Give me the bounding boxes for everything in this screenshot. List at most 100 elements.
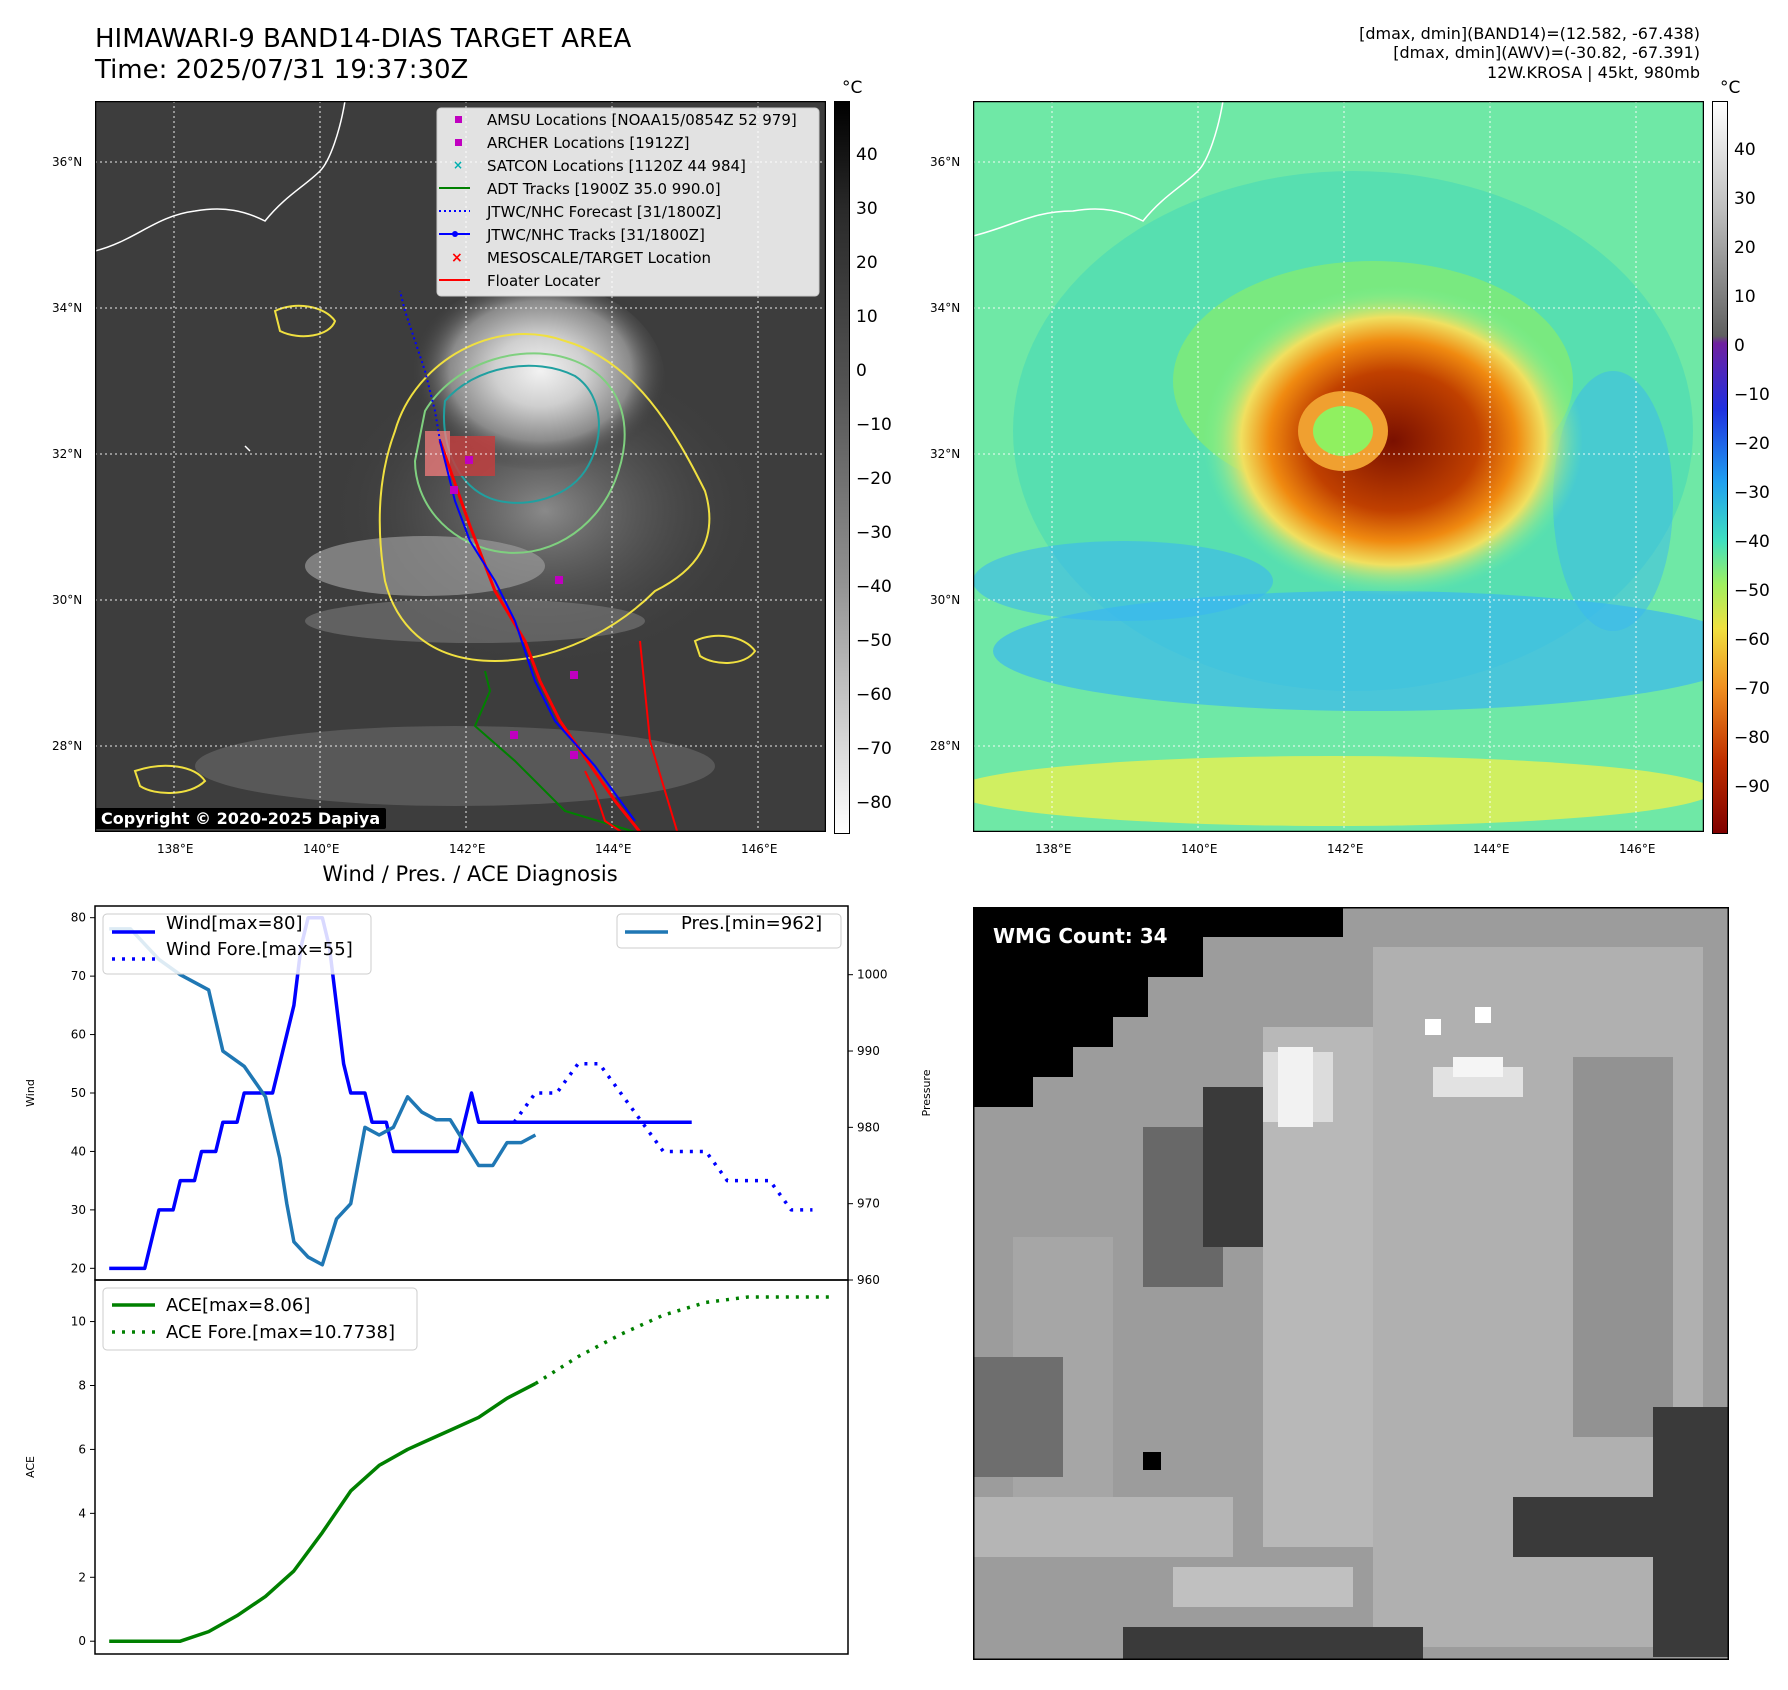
lon-label: 144°E — [1473, 842, 1510, 856]
colorbar-tick-label: −60 — [856, 685, 892, 705]
y-tick-label: 80 — [71, 911, 86, 925]
page-title: HIMAWARI-9 BAND14-DIAS TARGET AREA — [95, 24, 632, 54]
lon-label: 142°E — [449, 842, 486, 856]
y-tick-label: 20 — [71, 1261, 86, 1275]
colorbar-tick-label: −90 — [1734, 777, 1770, 797]
y2-tick-label: 1000 — [857, 968, 888, 982]
colorbar-tick-label: −50 — [1734, 581, 1770, 601]
y-axis-label: Wind — [24, 1079, 37, 1107]
lon-label: 138°E — [157, 842, 194, 856]
lon-label: 144°E — [595, 842, 632, 856]
colorbar-tick-label: 30 — [1734, 189, 1756, 209]
legend-adt: ADT Tracks [1900Z 35.0 990.0] — [487, 180, 721, 198]
lon-label: 138°E — [1035, 842, 1072, 856]
colorbar-tick-label: −20 — [856, 469, 892, 489]
y-tick-label: 70 — [71, 969, 86, 983]
colorbar-tick-label: −60 — [1734, 630, 1770, 650]
page-subtitle-time: Time: 2025/07/31 19:37:30Z — [95, 55, 469, 85]
y-tick-label: 4 — [78, 1506, 86, 1520]
legend-jtwc-tracks: JTWC/NHC Tracks [31/1800Z] — [487, 226, 705, 244]
series-line — [109, 927, 537, 1267]
colorbar-tick-label: 0 — [856, 361, 867, 381]
series-line — [109, 915, 692, 1271]
svg-text:×: × — [453, 158, 463, 172]
series-line — [109, 1382, 537, 1643]
legend-amsu: AMSU Locations [NOAA15/0854Z 52 979] — [487, 111, 797, 129]
colorbar-tick-label: −70 — [856, 739, 892, 759]
colorbar-tick-label: −10 — [1734, 385, 1770, 405]
wmg-image — [973, 907, 1729, 1660]
pres-legend-box — [616, 913, 842, 949]
series-line — [512, 1062, 813, 1212]
colorbar-tick-label: 20 — [1734, 238, 1756, 258]
band14-map: × × — [95, 101, 826, 832]
info-band14: [dmax, dmin](BAND14)=(12.582, -67.438) — [1359, 24, 1700, 43]
legend-pres: Pres.[min=962] — [681, 913, 823, 934]
y2-tick-label: 980 — [857, 1120, 880, 1134]
ace-legend-box — [102, 1287, 418, 1351]
legend-floater: Floater Locater — [487, 272, 601, 290]
colorbar-tick-label: −40 — [1734, 532, 1770, 552]
y2-tick-label: 970 — [857, 1197, 880, 1211]
lat-label: 36°N — [930, 155, 961, 169]
info-awv: [dmax, dmin](AWV)=(-30.82, -67.391) — [1393, 43, 1700, 62]
lat-label: 30°N — [930, 593, 961, 607]
colorbar-tick-label: 30 — [856, 199, 878, 219]
y-tick-label: 60 — [71, 1028, 86, 1042]
wind-legend-box — [102, 913, 372, 975]
colorbar-tick-label: −80 — [856, 793, 892, 813]
y2-tick-label: 990 — [857, 1044, 880, 1058]
lon-label: 140°E — [303, 842, 340, 856]
colorbar-tick-label: −70 — [1734, 679, 1770, 699]
colorbar-tick-label: −30 — [856, 523, 892, 543]
lat-label: 32°N — [52, 447, 83, 461]
legend-archer: ARCHER Locations [1912Z] — [487, 134, 690, 152]
colorbar-tick-label: −20 — [1734, 434, 1770, 454]
y2-tick-label: 960 — [857, 1273, 880, 1287]
y-tick-label: 10 — [71, 1315, 86, 1329]
lat-label: 36°N — [52, 155, 83, 169]
legend-ace-fore: ACE Fore.[max=10.7738] — [166, 1322, 395, 1343]
lat-label: 30°N — [52, 593, 83, 607]
awv-map — [973, 101, 1704, 832]
colorbar-tick-label: −10 — [856, 415, 892, 435]
colorbar-tick-label: 40 — [1734, 140, 1756, 160]
lat-label: 28°N — [930, 739, 961, 753]
colorbar-unit: °C — [1720, 78, 1741, 98]
lat-label: 32°N — [930, 447, 961, 461]
y-tick-label: 50 — [71, 1086, 86, 1100]
y-tick-label: 2 — [78, 1570, 86, 1584]
y-tick-label: 0 — [78, 1634, 86, 1648]
lat-label: 34°N — [930, 301, 961, 315]
y-axis-label: ACE — [24, 1456, 37, 1478]
legend-ace: ACE[max=8.06] — [166, 1295, 311, 1316]
map-legend: × × — [436, 107, 820, 297]
legend-mesoscale: MESOSCALE/TARGET Location — [487, 249, 712, 267]
chart-title: Wind / Pres. / ACE Diagnosis — [322, 862, 618, 886]
ace-panel-frame — [94, 1279, 849, 1655]
colorbar-tick-label: 40 — [856, 145, 878, 165]
lat-label: 28°N — [52, 739, 83, 753]
copyright-badge: Copyright © 2020-2025 Dapiya — [95, 808, 387, 829]
series-line — [534, 1295, 834, 1386]
lon-label: 142°E — [1327, 842, 1364, 856]
svg-text:×: × — [451, 250, 463, 266]
lon-label: 146°E — [741, 842, 778, 856]
lat-label: 34°N — [52, 301, 83, 315]
colorbar-tick-label: 10 — [856, 307, 878, 327]
y-tick-label: 30 — [71, 1203, 86, 1217]
y-tick-label: 40 — [71, 1144, 86, 1158]
y-tick-label: 8 — [78, 1378, 86, 1392]
colorbar-tick-label: 0 — [1734, 336, 1745, 356]
legend-satcon: SATCON Locations [1120Z 44 984] — [487, 157, 746, 175]
colorbar-tick-label: 20 — [856, 253, 878, 273]
wmg-count-label: WMG Count: 34 — [993, 924, 1168, 948]
info-storm: 12W.KROSA | 45kt, 980mb — [1487, 63, 1700, 82]
legend-wind: Wind[max=80] — [166, 913, 303, 934]
colorbar-tick-label: 10 — [1734, 287, 1756, 307]
colorbar-tick-label: −80 — [1734, 728, 1770, 748]
legend-wind-fore: Wind Fore.[max=55] — [166, 939, 353, 960]
awv-colorbar — [1712, 101, 1728, 834]
lon-label: 146°E — [1619, 842, 1656, 856]
